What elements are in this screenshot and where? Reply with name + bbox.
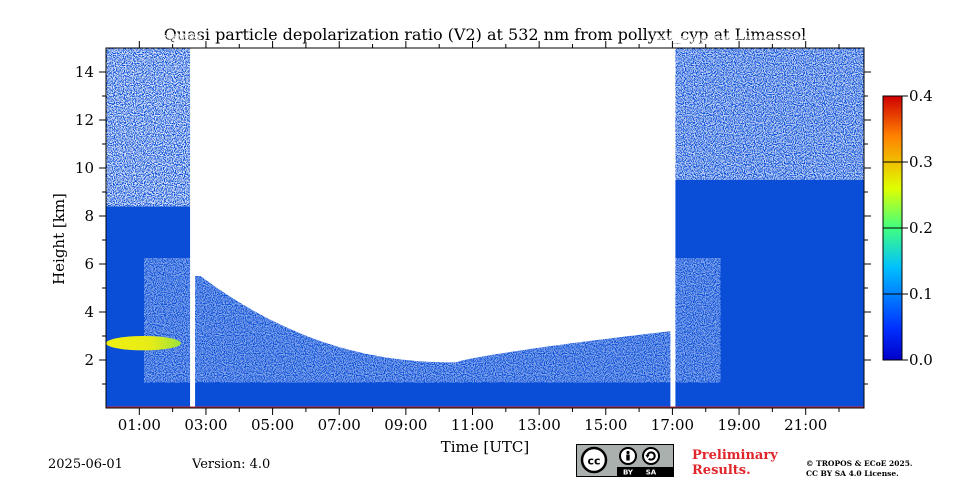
colorbar: 0.0 0.1 0.2 0.3 0.4	[882, 87, 933, 369]
x-tick-label: 11:00	[451, 416, 494, 434]
svg-text:SA: SA	[646, 469, 657, 477]
chart-title: Quasi particle depolarization ratio (V2)…	[163, 25, 807, 44]
noise-fringe-late	[672, 48, 864, 168]
colorbar-tick-label: 0.0	[909, 351, 933, 369]
noise-fringe-early	[106, 48, 193, 192]
footer-date: 2025-06-01	[48, 457, 123, 472]
heatmap-area	[106, 48, 864, 409]
plot-frame	[105, 47, 865, 409]
preliminary-notice: Preliminary Results.	[692, 448, 778, 478]
x-tick-label: 01:00	[118, 416, 161, 434]
data-gap-2	[670, 48, 676, 408]
x-tick-label: 13:00	[518, 416, 561, 434]
data-gap-1	[190, 48, 196, 408]
copyright-notice: © TROPOS & ECoE 2025. CC BY SA 4.0 Licen…	[806, 459, 913, 479]
colorbar-tick-label: 0.1	[909, 285, 933, 303]
preliminary-line-1: Preliminary	[692, 448, 778, 463]
preliminary-line-2: Results.	[692, 463, 751, 478]
copyright-line-2: CC BY SA 4.0 License.	[806, 469, 899, 478]
svg-text:BY: BY	[623, 469, 634, 477]
x-tick-label: 19:00	[717, 416, 760, 434]
x-tick-label: 09:00	[384, 416, 427, 434]
cc-license-badge: cc BY SA	[576, 444, 674, 477]
svg-text:cc: cc	[587, 455, 600, 468]
noise-fringe-day	[192, 268, 673, 372]
y-tick-label: 12	[75, 111, 94, 129]
y-tick-label: 6	[84, 255, 94, 273]
x-tick-label: 17:00	[651, 416, 694, 434]
x-axis-label: Time [UTC]	[440, 438, 530, 456]
x-tick-label: 05:00	[251, 416, 294, 434]
x-tick-label: 03:00	[184, 416, 227, 434]
colorbar-tick-label: 0.4	[909, 87, 933, 105]
colorbar-tick-label: 0.3	[909, 153, 933, 171]
colorbar-tick-label: 0.2	[909, 219, 933, 237]
y-axis-label: Height [km]	[50, 193, 68, 285]
cc-badge-icon: cc BY SA	[577, 445, 673, 477]
x-tick-label: 21:00	[784, 416, 827, 434]
y-tick-label: 8	[84, 207, 94, 225]
x-tick-label: 15:00	[584, 416, 627, 434]
aerosol-layer	[106, 336, 181, 351]
y-tick-label: 14	[75, 63, 94, 81]
copyright-line-1: © TROPOS & ECoE 2025.	[806, 459, 913, 468]
footer-version: Version: 4.0	[192, 457, 271, 472]
chart-axes: 01:00 03:00 05:00 07:00 09:00 11:00 13:00 15:00…	[75, 41, 871, 434]
y-tick-label: 2	[84, 351, 94, 369]
x-tick-label: 07:00	[318, 416, 361, 434]
y-tick-label: 4	[84, 303, 94, 321]
y-tick-label: 10	[75, 159, 94, 177]
boundary-layer	[192, 276, 673, 408]
